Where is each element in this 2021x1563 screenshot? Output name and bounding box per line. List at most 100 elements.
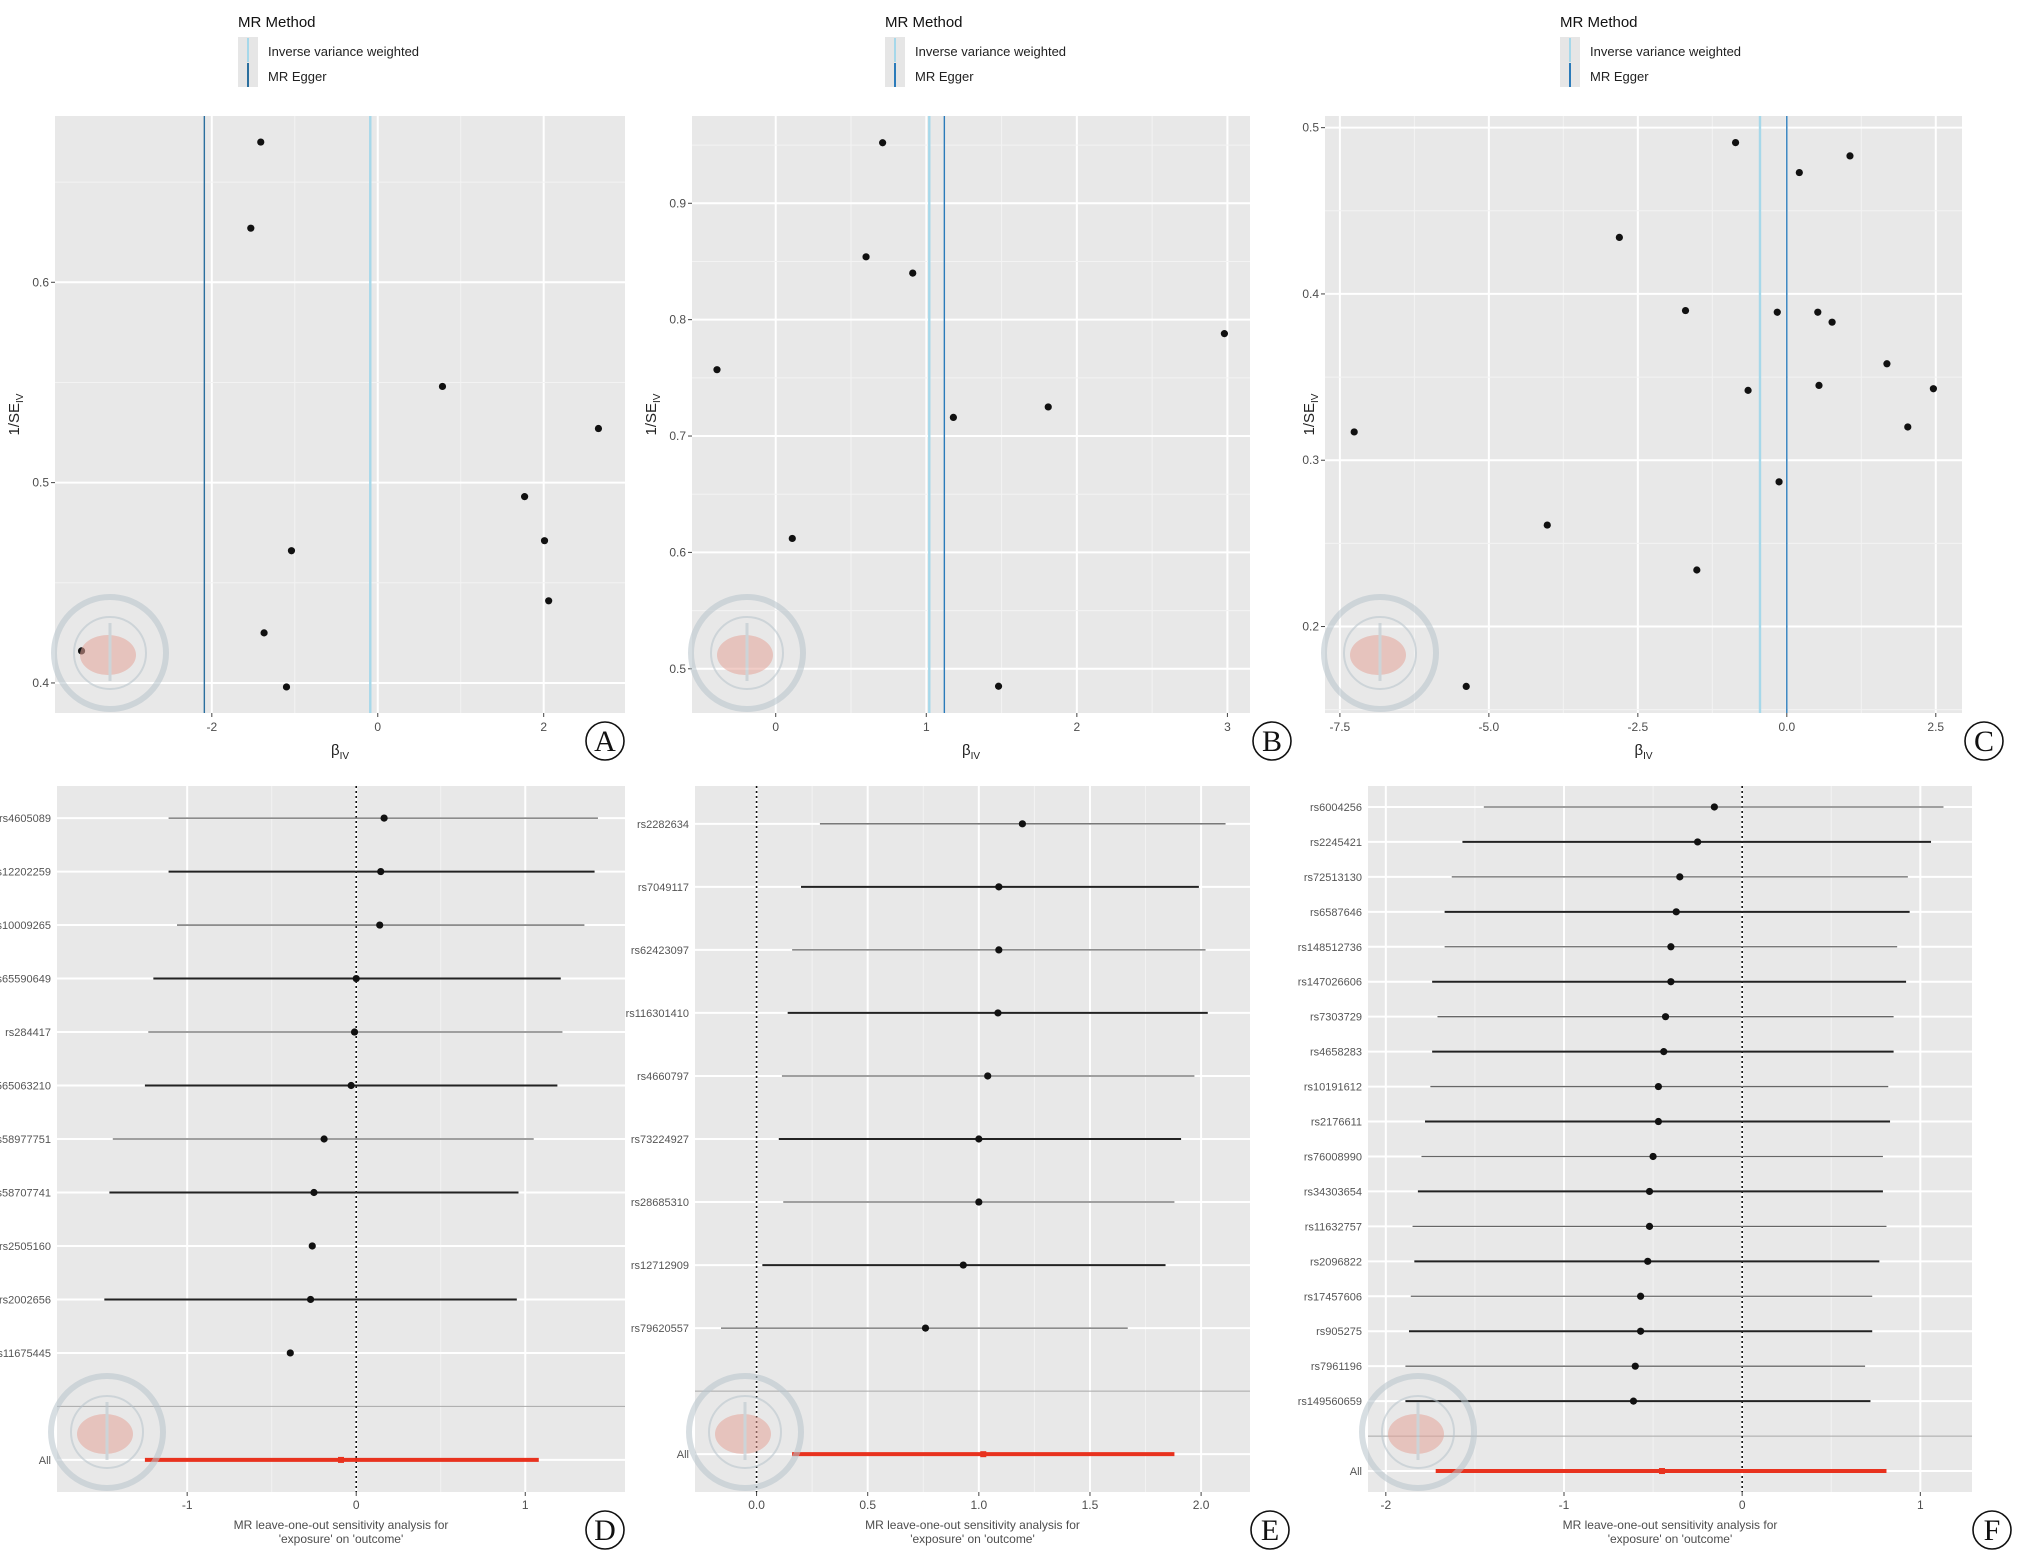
x-tick-label: -5.0 — [1479, 720, 1500, 734]
y-tick-label: 0.8 — [669, 313, 686, 327]
snp-point — [1044, 403, 1052, 411]
x-tick-label: 0 — [353, 1498, 360, 1512]
panel-a-funnel-plot: MR Method Inverse variance weighted MR Egg… — [0, 0, 660, 770]
snp-label: rs62423097 — [631, 945, 689, 957]
snp-point — [1846, 152, 1854, 160]
watermark-ring — [1359, 1373, 1477, 1491]
snp-label: rs565063210 — [0, 1081, 51, 1093]
panel-letter-circle — [585, 721, 625, 761]
panel-f-leave-one-out-plot: rs6004256 rs2245421 rs72513130 rs6587646 rs1… — [1298, 770, 2021, 1563]
snp-estimate-point — [310, 1188, 318, 1197]
x-tick-label: 3 — [1224, 720, 1231, 734]
x-axis-title-line: 'exposure' on 'outcome' — [1608, 1532, 1733, 1546]
snp-label: rs72513130 — [1304, 872, 1362, 884]
forest-plot-svg: rs2282634 rs7049117 rs62423097 rs116301410 r… — [626, 786, 1290, 1550]
panel-letter-circle — [585, 1510, 625, 1550]
snp-point — [287, 547, 296, 555]
snp-estimate-point — [1661, 1013, 1670, 1021]
snp-estimate-point — [1649, 1152, 1657, 1161]
snp-point — [994, 682, 1003, 690]
funnel-plot-svg: MR Method Inverse variance weighted MR Egg… — [643, 14, 1292, 762]
overall-estimate-point — [1658, 1468, 1665, 1475]
snp-point — [1681, 306, 1690, 315]
legend-title: MR Method — [1560, 14, 1638, 31]
overall-label: All — [39, 1455, 51, 1467]
snp-estimate-point — [1672, 908, 1680, 916]
y-tick-label: 0.4 — [1302, 287, 1319, 301]
x-tick-label: 1.5 — [1082, 1498, 1099, 1512]
snp-estimate-point — [1645, 1187, 1654, 1196]
snp-label: rs284417 — [5, 1027, 51, 1039]
snp-point — [1883, 360, 1891, 368]
snp-label: rs2282634 — [637, 819, 689, 831]
snp-label: rs76008990 — [1304, 1151, 1362, 1163]
x-tick-label: 0.0 — [748, 1498, 765, 1512]
y-tick-label: 0.6 — [32, 275, 49, 289]
snp-point — [247, 224, 255, 232]
snp-point — [1543, 521, 1551, 529]
x-tick-label: 2.5 — [1927, 720, 1944, 734]
snp-label: rs4605089 — [0, 813, 51, 825]
forest-plot-svg: rs6004256 rs2245421 rs72513130 rs6587646 rs1… — [1298, 786, 2012, 1550]
x-axis-title-line: 'exposure' on 'outcome' — [279, 1532, 404, 1546]
snp-label: rs10191612 — [1304, 1082, 1362, 1094]
x-axis-title-line: MR leave-one-out sensitivity analysis fo… — [234, 1518, 449, 1532]
snp-label: rs149560659 — [1298, 1396, 1362, 1408]
x-axis-title-subscript: IV — [1643, 751, 1653, 762]
watermark-ring — [688, 594, 806, 712]
y-axis-title-main: 1/SE — [6, 403, 23, 436]
snp-point — [1350, 428, 1358, 436]
snp-point — [1615, 233, 1623, 241]
snp-label: rs4658283 — [1310, 1047, 1362, 1059]
snp-point — [257, 138, 265, 146]
chinese-medical-association-watermark — [1359, 1373, 1477, 1491]
x-tick-label: 2 — [1074, 720, 1081, 734]
snp-label: rs4660797 — [637, 1071, 689, 1083]
snp-point — [1929, 385, 1937, 393]
snp-estimate-point — [1676, 873, 1684, 881]
x-axis-title: βIV — [331, 742, 349, 762]
watermark-ring — [48, 1373, 166, 1491]
x-axis-title-line: MR leave-one-out sensitivity analysis fo… — [865, 1518, 1080, 1532]
panel-letter-label: C — [1974, 725, 1994, 758]
snp-label: rs2096822 — [1310, 1256, 1362, 1268]
snp-point — [545, 597, 553, 605]
snp-estimate-point — [377, 867, 385, 876]
y-axis-title-subscript: IV — [15, 393, 26, 403]
x-tick-label: -7.5 — [1330, 720, 1351, 734]
snp-estimate-point — [1660, 1048, 1668, 1056]
chinese-medical-association-watermark — [686, 1373, 804, 1491]
y-tick-label: 0.5 — [669, 662, 686, 676]
snp-label: rs10009265 — [0, 920, 51, 932]
snp-estimate-point — [1694, 838, 1702, 846]
y-tick-label: 0.6 — [669, 545, 686, 559]
snp-label: rs58707741 — [0, 1187, 51, 1199]
panel-letter-label: D — [594, 1514, 616, 1547]
chinese-medical-association-watermark — [688, 594, 806, 712]
x-tick-label: 2 — [540, 720, 547, 734]
snp-label: rs7049117 — [638, 882, 689, 894]
snp-label: rs7961196 — [1311, 1361, 1362, 1373]
legend-entry-label: MR Egger — [915, 69, 974, 84]
y-tick-label: 0.9 — [669, 196, 686, 210]
snp-estimate-point — [286, 1349, 294, 1357]
x-tick-label: 0.5 — [859, 1498, 876, 1512]
snp-point — [1462, 682, 1470, 690]
y-axis-title: 1/SEIV — [1301, 393, 1321, 435]
plot-background — [1325, 116, 1962, 713]
legend-entry-label: MR Egger — [268, 69, 327, 84]
x-tick-label: 0 — [1739, 1498, 1746, 1512]
snp-estimate-point — [995, 946, 1003, 954]
x-tick-label: -2.5 — [1627, 720, 1648, 734]
snp-estimate-point — [1644, 1257, 1652, 1265]
snp-point — [1744, 386, 1752, 394]
snp-point — [540, 537, 549, 545]
snp-label: rs905275 — [1316, 1326, 1362, 1338]
panel-letter-circle — [1964, 721, 2004, 761]
snp-estimate-point — [1631, 1362, 1639, 1370]
snp-label: rs6587646 — [1310, 907, 1362, 919]
snp-label: rs2002656 — [0, 1294, 51, 1306]
legend-entry-label: Inverse variance weighted — [268, 44, 419, 59]
watermark-ring — [686, 1373, 804, 1491]
y-axis-title: 1/SEIV — [643, 393, 663, 435]
